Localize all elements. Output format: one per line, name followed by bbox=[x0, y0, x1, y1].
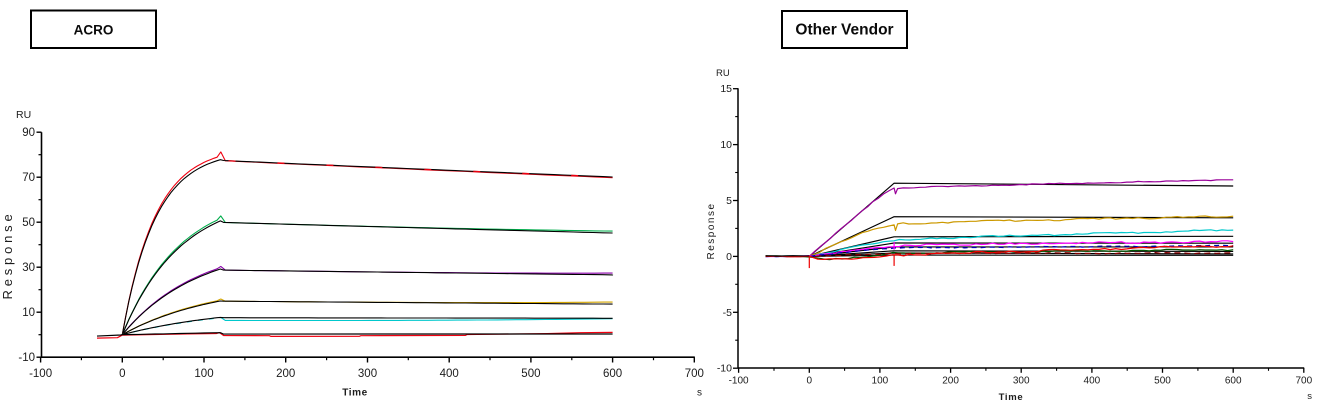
svg-text:400: 400 bbox=[1084, 376, 1101, 387]
svg-text:400: 400 bbox=[440, 368, 459, 380]
svg-text:RU: RU bbox=[16, 109, 31, 121]
svg-text:-100: -100 bbox=[729, 376, 749, 387]
svg-text:300: 300 bbox=[358, 368, 377, 380]
svg-text:90: 90 bbox=[22, 127, 35, 139]
svg-text:10: 10 bbox=[720, 139, 732, 151]
svg-text:-10: -10 bbox=[717, 363, 732, 375]
svg-text:0: 0 bbox=[726, 251, 732, 263]
svg-text:700: 700 bbox=[685, 368, 704, 380]
svg-text:300: 300 bbox=[1013, 376, 1030, 387]
svg-text:0: 0 bbox=[119, 368, 125, 380]
svg-text:Response: Response bbox=[706, 202, 717, 259]
svg-text:50: 50 bbox=[22, 217, 35, 229]
svg-text:600: 600 bbox=[1225, 376, 1242, 387]
svg-text:500: 500 bbox=[521, 368, 540, 380]
svg-text:s: s bbox=[697, 388, 702, 399]
svg-text:100: 100 bbox=[872, 376, 889, 387]
svg-text:10: 10 bbox=[22, 307, 35, 319]
svg-text:-5: -5 bbox=[723, 307, 732, 319]
svg-text:70: 70 bbox=[22, 172, 35, 184]
svg-text:Response: Response bbox=[0, 211, 15, 300]
svg-text:15: 15 bbox=[720, 83, 732, 95]
svg-text:700: 700 bbox=[1295, 376, 1312, 387]
svg-text:-10: -10 bbox=[18, 352, 35, 364]
svg-text:Time: Time bbox=[342, 388, 368, 399]
svg-text:0: 0 bbox=[807, 376, 813, 387]
svg-text:RU: RU bbox=[716, 68, 730, 79]
svg-text:500: 500 bbox=[1154, 376, 1171, 387]
svg-text:30: 30 bbox=[22, 262, 35, 274]
svg-text:-100: -100 bbox=[29, 368, 52, 380]
svg-text:s: s bbox=[1307, 391, 1312, 402]
svg-text:Time: Time bbox=[999, 392, 1024, 403]
svg-text:100: 100 bbox=[194, 368, 213, 380]
svg-text:Other Vendor: Other Vendor bbox=[795, 22, 893, 39]
svg-text:5: 5 bbox=[726, 195, 732, 207]
svg-text:600: 600 bbox=[603, 368, 622, 380]
svg-text:200: 200 bbox=[942, 376, 959, 387]
svg-text:200: 200 bbox=[276, 368, 295, 380]
svg-text:ACRO: ACRO bbox=[74, 23, 114, 38]
